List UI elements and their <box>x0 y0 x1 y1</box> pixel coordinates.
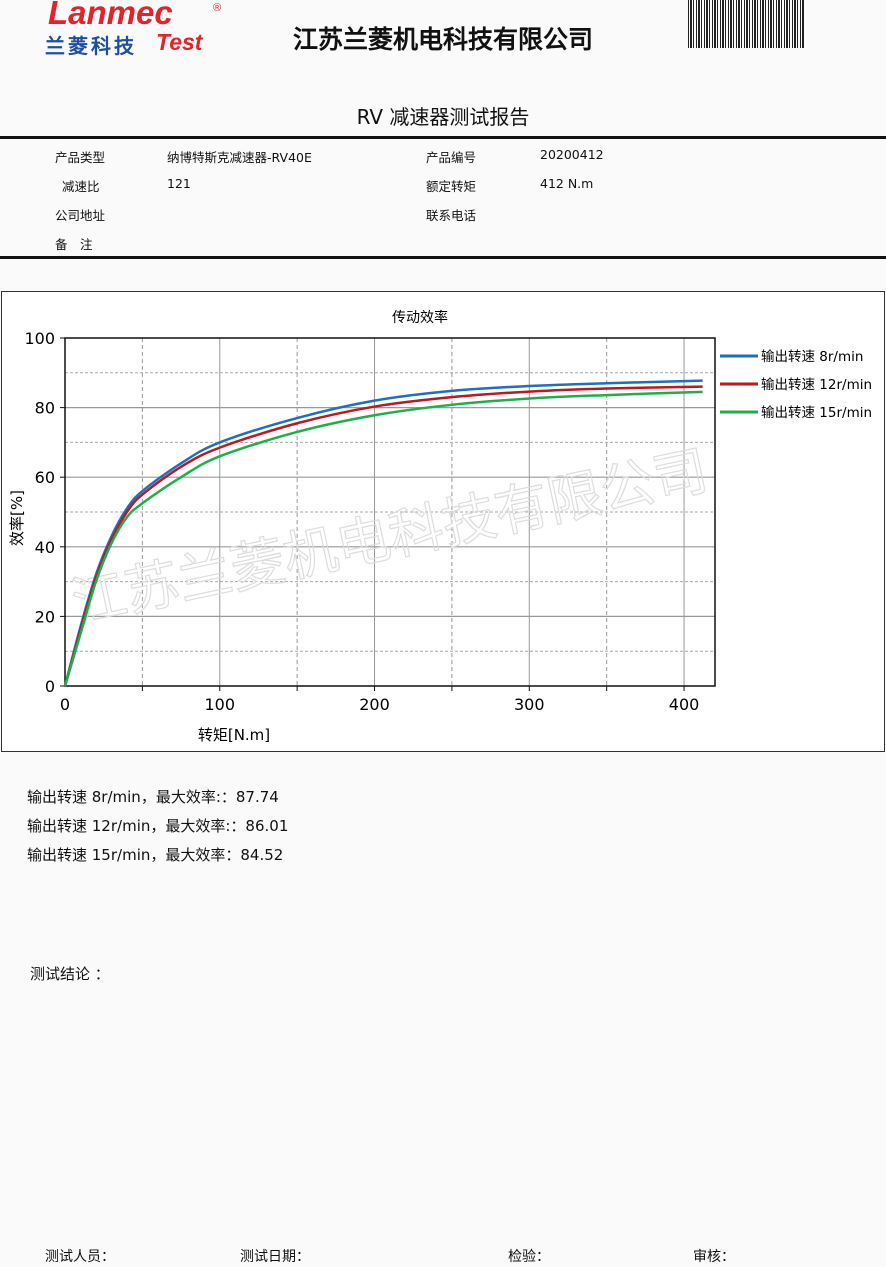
legend-label: 输出转速 12r/min <box>761 377 872 393</box>
x-tick-label: 200 <box>359 695 390 714</box>
x-tick-label: 300 <box>514 695 545 714</box>
result-line: 输出转速 15r/min，最大效率：84.52 <box>27 846 284 864</box>
info-value: 20200412 <box>540 147 604 162</box>
y-axis-label: 效率[%] <box>8 490 26 546</box>
date-label: 测试日期： <box>240 1249 310 1265</box>
chart-svg: 传动效率 0 100 200 300 400 0 20 40 60 80 100 江苏兰菱机电科技有… <box>8 309 872 744</box>
info-label: 产品类型 <box>55 150 106 165</box>
logo-test: Test <box>156 29 203 55</box>
info-label: 产品编号 <box>426 150 477 165</box>
logo-registered: ® <box>213 2 222 14</box>
plot-frame <box>64 337 716 687</box>
efficiency-chart: 传动效率 0 100 200 300 400 0 20 40 60 80 100 江苏兰菱机电科技有… <box>1 291 885 752</box>
series-line <box>63 390 703 687</box>
conclusion-label: 测试结论 ： <box>30 965 110 983</box>
tester-label: 测试人员： <box>45 1249 115 1265</box>
watermark: 江苏兰菱机电科技有限公司 <box>66 439 713 635</box>
result-line: 输出转速 12r/min，最大效率:：86.01 <box>27 817 289 835</box>
x-tick-label: 400 <box>669 695 700 714</box>
info-value: 121 <box>167 176 191 191</box>
info-label: 额定转矩 <box>426 179 477 194</box>
info-label: 备 注 <box>55 237 93 252</box>
x-axis-label: 转矩[N.m] <box>198 726 270 744</box>
logo-brand: Lanmec <box>48 0 173 31</box>
divider <box>0 136 886 139</box>
info-value: 412 N.m <box>540 176 594 191</box>
review-label: 审核： <box>693 1249 735 1265</box>
divider <box>0 256 886 259</box>
x-tick-label: 100 <box>204 695 235 714</box>
y-tick-label: 40 <box>35 538 55 557</box>
barcode <box>688 0 805 48</box>
report-title: RV 减速器测试报告 <box>356 105 530 129</box>
y-tick-label: 80 <box>35 399 55 418</box>
company-name: 江苏兰菱机电科技有限公司 <box>292 25 593 54</box>
logo-cn: 兰菱科技 <box>45 34 137 58</box>
info-value: 纳博特斯克减速器-RV40E <box>167 150 312 165</box>
y-tick-label: 100 <box>24 329 55 348</box>
x-tick-label: 0 <box>60 695 70 714</box>
info-label: 减速比 <box>62 179 100 194</box>
legend-label: 输出转速 15r/min <box>761 405 872 421</box>
chart-title: 传动效率 <box>392 309 448 326</box>
legend-label: 输出转速 8r/min <box>761 349 863 365</box>
info-label: 联系电话 <box>426 208 477 223</box>
y-tick-label: 0 <box>45 677 55 696</box>
info-label: 公司地址 <box>55 208 106 223</box>
result-line: 输出转速 8r/min，最大效率:：87.74 <box>27 788 279 806</box>
y-tick-label: 20 <box>35 607 55 626</box>
inspect-label: 检验： <box>508 1249 550 1265</box>
y-tick-label: 60 <box>35 468 55 487</box>
